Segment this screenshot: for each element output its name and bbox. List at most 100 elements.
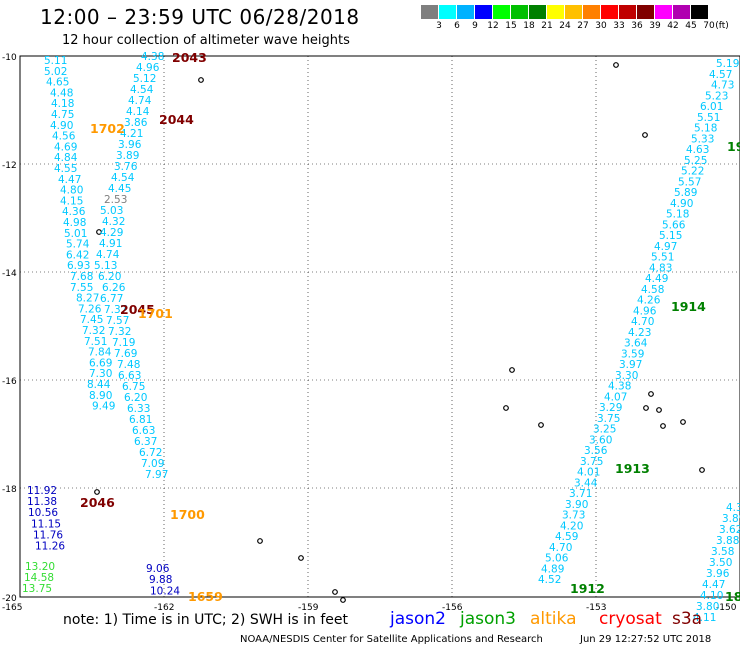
track-value-label: 5.23 [705,90,728,102]
track-value-label: 5.02 [44,66,67,78]
track-value-label: 6.37 [134,436,157,448]
track-value-label: 9.06 [146,563,170,575]
track-value-label: 3.96 [118,139,142,151]
colorbar-swatch [619,5,637,19]
colorbar-swatch [637,5,655,19]
track-value-label: 4.47 [702,579,725,591]
track-value-label: 4.48 [50,87,73,99]
map-frame [19,55,740,598]
legend-cryosat: cryosat [599,609,662,629]
track-value-label: 3.75 [597,413,620,425]
track-value-label: 4.70 [549,542,572,554]
page-title: 12:00 – 23:59 UTC 06/28/2018 [40,5,360,29]
track-value-label: 11.76 [33,529,63,541]
island-outline [503,405,509,411]
track-value-label: 7.69 [114,348,137,360]
pass-time-label: 1914 [671,299,706,314]
colorbar-tick-label: 33 [613,21,625,31]
track-value-label: 3.64 [624,338,648,350]
pass-time-label: 1912 [570,581,605,596]
colorbar-swatch [421,5,439,19]
colorbar-tick-label: 45 [685,21,697,31]
track-value-label: 11.92 [27,485,57,497]
track-value-label: 3.73 [562,510,585,522]
track-value-label: 4.36 [62,206,86,218]
pass-time-label: 2046 [80,495,115,510]
track-value-label: 6.72 [139,447,162,459]
pass-time-label: 2045 [120,302,155,317]
track-value-label: 3.89 [722,513,740,525]
island-outline [660,423,666,429]
colorbar-swatch [529,5,547,19]
track-value-label: 7.97 [145,469,168,481]
track-value-label: 7.26 [78,303,102,315]
track-value-label: 3.58 [711,546,734,558]
track-value-label: 4.15 [60,195,83,207]
track-value-label: 7.84 [88,347,112,359]
track-value-label: 4.84 [54,152,78,164]
track-value-label: 7.30 [89,368,112,380]
track-value-label: 4.32 [102,216,125,228]
legend-jason2: jason2 [390,609,446,629]
colorbar-tick-label: 24 [559,21,571,31]
track-value-label: 6.69 [89,357,112,369]
track-value-label: 4.73 [711,80,734,92]
latitude-tick-label: -18 [2,485,17,495]
track-value-label: 9.88 [149,574,172,586]
colorbar-swatch [475,5,493,19]
track-value-label: 6.77 [100,293,123,305]
track-value-label: 4.47 [58,174,81,186]
track-value-label: 7.09 [141,458,164,470]
track-value-label: 4.89 [541,563,564,575]
track-value-label: 5.51 [651,252,674,264]
track-value-label: 5.03 [100,205,123,217]
pass-time-label: 1659 [188,589,223,604]
island-outline [642,132,648,138]
longitude-tick-label: -156 [442,603,463,613]
track-value-label: 4.26 [637,295,661,307]
track-value-label: 3.62 [719,524,740,536]
track-value-label: 4.21 [120,128,143,140]
pass-time-label: 2043 [172,50,207,65]
track-value-label: 6.93 [67,260,90,272]
latitude-tick-label: -10 [2,53,17,63]
longitude-tick-label: -162 [154,603,174,613]
track-value-label: 4.70 [631,316,654,328]
track-value-label: 13.20 [25,561,55,573]
track-value-label: 6.01 [700,101,723,113]
colorbar-tick-label: 30 [595,21,607,31]
colorbar-tick-label: 3 [436,21,442,31]
track-value-label: 4.96 [136,62,160,74]
track-value-label: 6.42 [66,249,89,261]
track-value-label: 4.65 [46,77,69,89]
track-value-label: 5.57 [678,176,701,188]
track-value-label: 5.11 [44,55,67,67]
island-outline [257,538,263,544]
colorbar-swatch [511,5,529,19]
colorbar-swatch [583,5,601,19]
colorbar-tick-label: 6 [454,21,460,31]
track-value-label: 7.68 [70,271,93,283]
island-outline [509,367,515,373]
track-value-label: 7.32 [108,326,131,338]
track-value-label: 4.38 [141,51,164,63]
track-value-label: 7.45 [80,314,103,326]
track-value-label: 3.97 [619,359,642,371]
track-value-label: 11.26 [35,541,65,553]
colorbar-tick-label: 70 [703,21,715,31]
track-value-label: 4.52 [538,574,561,586]
track-value-label: 4.97 [654,241,677,253]
track-value-label: 6.26 [102,282,126,294]
track-value-label: 4.59 [555,531,578,543]
track-value-label: 8.44 [87,379,111,391]
track-value-label: 4.63 [686,144,709,156]
colorbar-swatch [565,5,583,19]
track-value-label: 5.89 [674,187,697,199]
track-value-label: 5.33 [691,133,714,145]
colorbar-swatch [691,5,709,19]
track-value-label: 7.57 [106,315,129,327]
pass-time-label: 1700 [170,507,205,522]
island-outline [332,589,338,595]
track-value-label: 7.55 [70,282,93,294]
track-value-label: 4.98 [63,217,86,229]
